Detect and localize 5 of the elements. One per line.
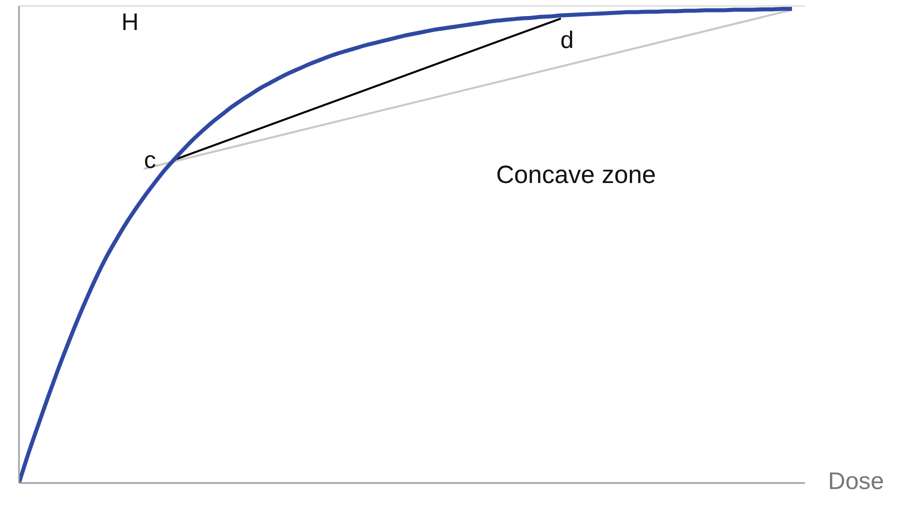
- annotation: Concave zone: [496, 161, 656, 189]
- annotation: c: [144, 147, 156, 174]
- annotation: d: [560, 26, 574, 54]
- ref-line-label: H: [121, 9, 139, 36]
- x-axis-title: Dose: [828, 468, 884, 495]
